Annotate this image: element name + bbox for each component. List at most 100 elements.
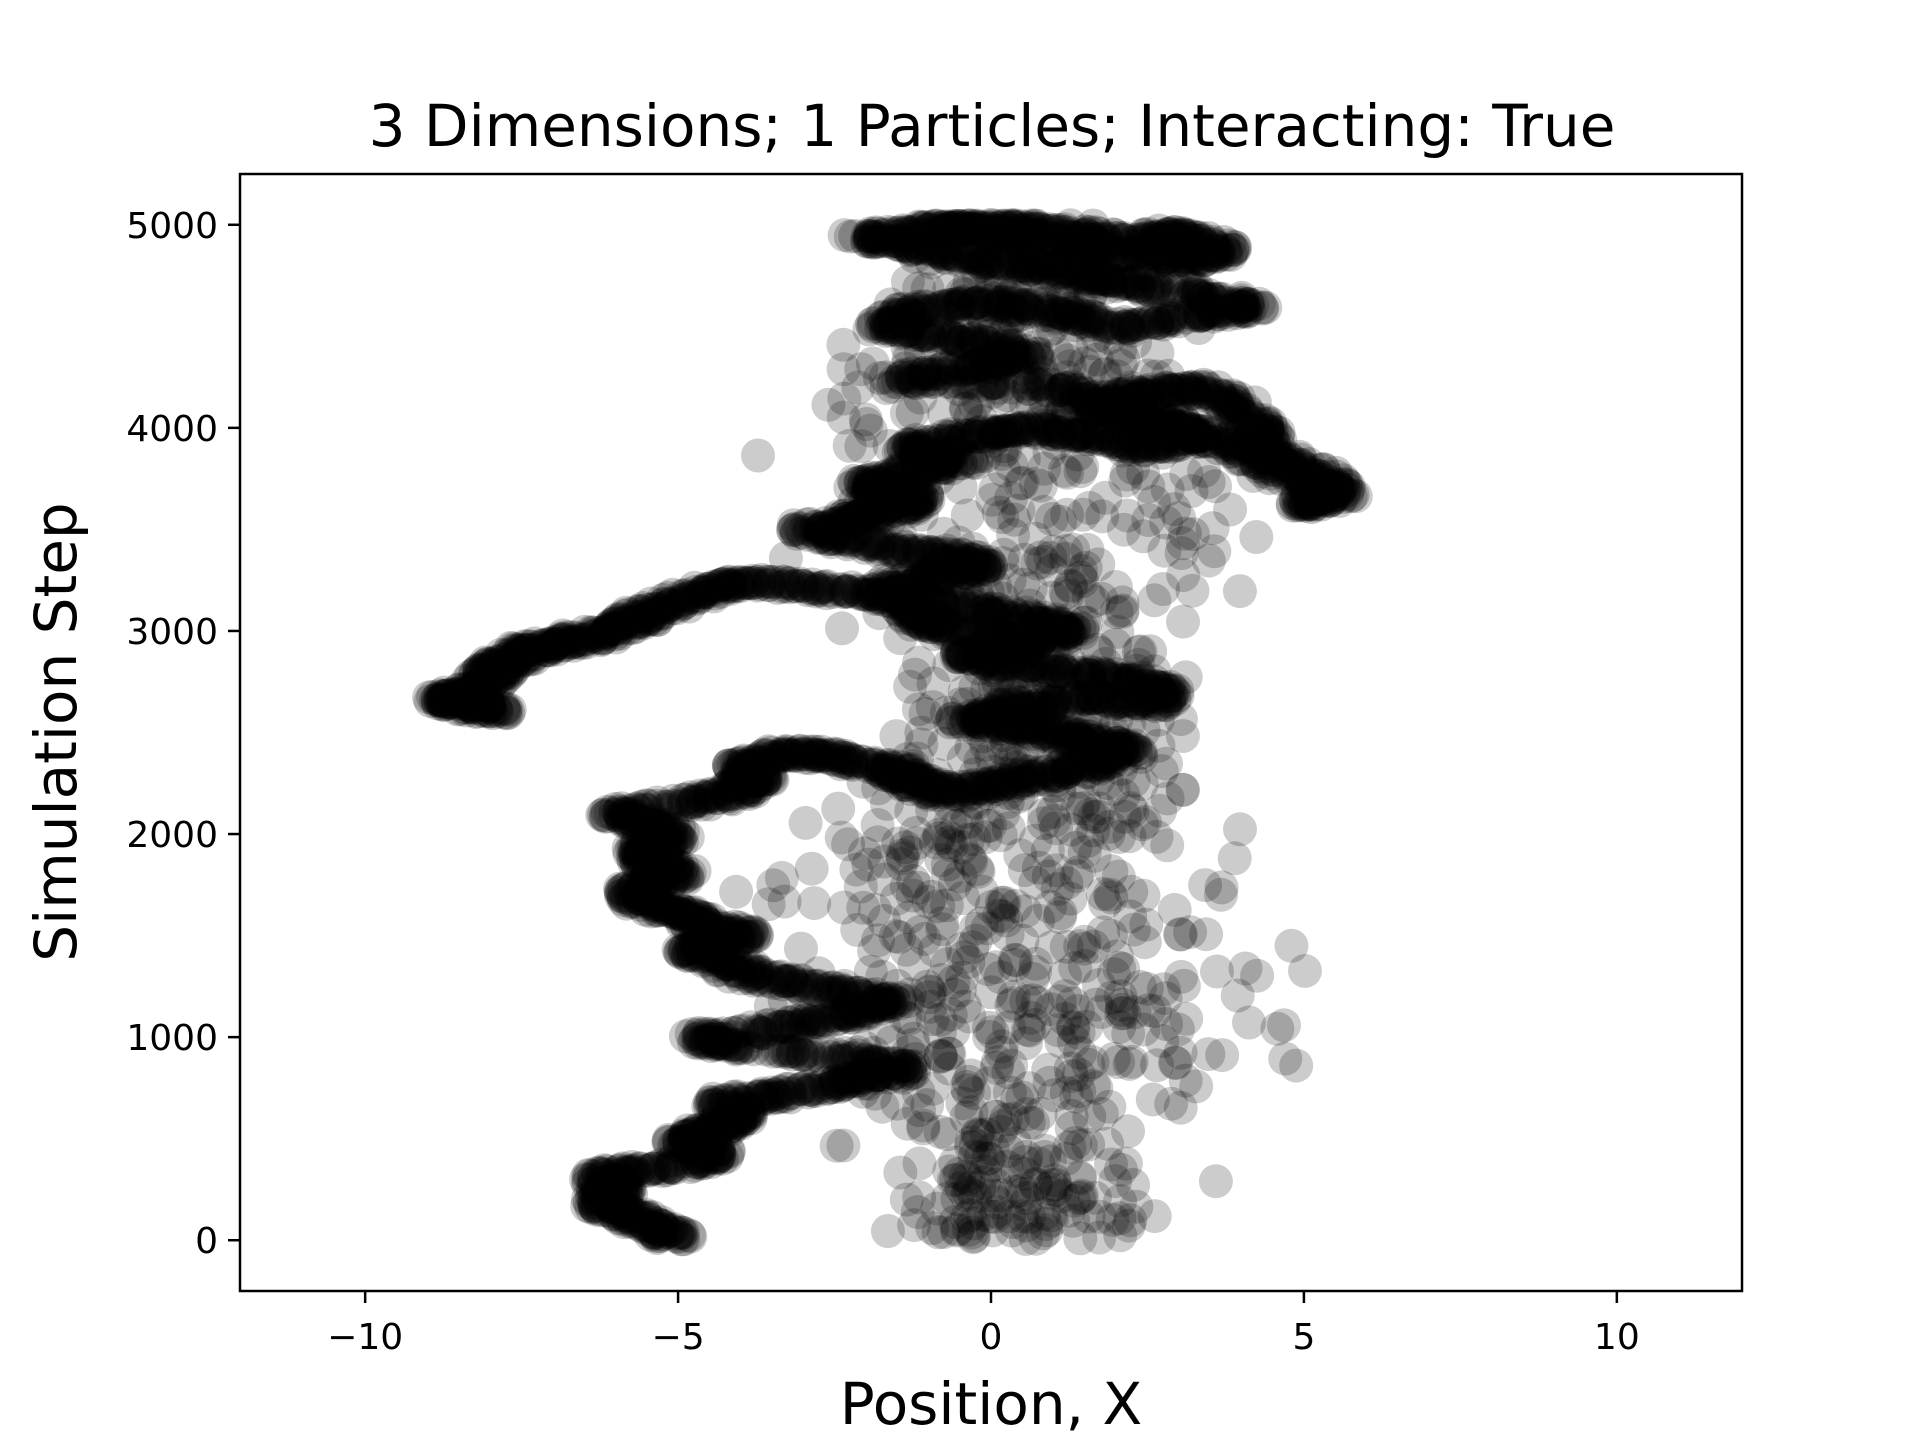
data-point: [573, 1158, 608, 1193]
data-point: [702, 1133, 736, 1167]
data-point: [686, 1145, 720, 1180]
data-point: [723, 1101, 758, 1136]
data-point: [682, 1120, 717, 1155]
data-point: [708, 1089, 743, 1124]
data-point: [605, 1193, 640, 1228]
data-point: [645, 1154, 680, 1188]
data-point: [710, 1106, 745, 1141]
data-point: [693, 1110, 728, 1145]
data-point: [635, 1200, 670, 1234]
data-point: [708, 1106, 743, 1141]
data-point: [730, 1085, 765, 1120]
data-point: [679, 1113, 714, 1148]
data-point: [598, 1163, 632, 1198]
data-point: [637, 1216, 672, 1251]
data-point: [685, 1138, 720, 1173]
data-point: [598, 1169, 632, 1204]
data-point: [692, 1130, 727, 1165]
data-point: [597, 1178, 632, 1213]
data-point: [709, 1082, 744, 1117]
data-point: [694, 1115, 729, 1150]
data-point: [605, 1151, 640, 1186]
data-point: [665, 1215, 700, 1250]
data-point: [686, 1138, 721, 1173]
data-point: [734, 1097, 769, 1132]
data-point: [688, 1115, 723, 1150]
data-point: [630, 1200, 665, 1235]
data-point: [722, 1094, 757, 1128]
data-point: [651, 1125, 686, 1160]
data-point: [693, 1127, 728, 1162]
data-point: [672, 1129, 707, 1164]
data-point: [616, 1155, 651, 1190]
data-point: [670, 1113, 705, 1148]
data-point: [760, 1080, 795, 1115]
data-point: [654, 1213, 689, 1247]
data-point: [684, 1123, 719, 1158]
data-point: [638, 1150, 673, 1185]
data-point: [605, 1164, 640, 1199]
data-point: [606, 1179, 641, 1214]
data-point: [635, 1215, 670, 1250]
data-point: [743, 1078, 778, 1113]
data-point: [584, 1166, 618, 1201]
data-point: [589, 1157, 624, 1192]
data-point: [597, 1197, 631, 1232]
data-point: [610, 1201, 645, 1236]
data-point: [707, 1107, 742, 1142]
data-point: [612, 1172, 647, 1206]
data-point: [733, 1095, 768, 1130]
data-point: [711, 1135, 746, 1170]
data-point: [613, 1156, 648, 1191]
data-point: [597, 1197, 632, 1232]
data-point: [661, 1123, 696, 1158]
data-point: [641, 1212, 676, 1247]
data-point: [700, 1085, 735, 1120]
data-point: [579, 1192, 614, 1227]
data-point: [659, 1127, 693, 1162]
data-point: [637, 1215, 672, 1250]
data-point: [680, 1145, 715, 1180]
data-point: [685, 1114, 720, 1148]
data-point: [675, 1116, 710, 1151]
data-point: [603, 1157, 637, 1192]
data-point: [610, 1155, 645, 1190]
data-point: [720, 1087, 755, 1122]
data-point: [1198, 1164, 1233, 1199]
data-point: [729, 1094, 764, 1129]
data-point: [667, 1117, 702, 1152]
data-point: [726, 1084, 761, 1119]
data-point: [684, 1141, 719, 1176]
data-point: [697, 1092, 732, 1127]
data-point: [726, 1099, 761, 1134]
data-point: [605, 1179, 640, 1214]
data-point: [593, 1189, 628, 1224]
data-point: [695, 1087, 730, 1122]
data-point: [577, 1159, 612, 1194]
data-point: [693, 1139, 728, 1174]
data-point: [717, 1099, 752, 1134]
data-point: [649, 1153, 684, 1188]
data-point: [693, 1117, 728, 1152]
data-point: [666, 1125, 700, 1160]
data-point: [694, 1112, 729, 1147]
data-point: [600, 1177, 635, 1212]
data-point: [719, 1081, 754, 1116]
data-point: [671, 1125, 706, 1160]
data-point: [642, 1218, 677, 1253]
data-point: [588, 1161, 623, 1195]
data-point: [592, 1189, 627, 1224]
data-point: [731, 1094, 766, 1129]
data-point: [587, 1172, 622, 1207]
data-point: [686, 1128, 721, 1163]
data-point: [622, 1198, 657, 1233]
data-point: [637, 1151, 671, 1186]
data-point: [701, 1133, 736, 1168]
data-point: [722, 1105, 757, 1140]
data-point: [587, 1153, 622, 1188]
data-point: [728, 1101, 763, 1136]
data-point: [650, 1148, 685, 1183]
data-point: [671, 1118, 706, 1153]
data-point: [581, 1181, 615, 1216]
data-point: [698, 1087, 733, 1122]
